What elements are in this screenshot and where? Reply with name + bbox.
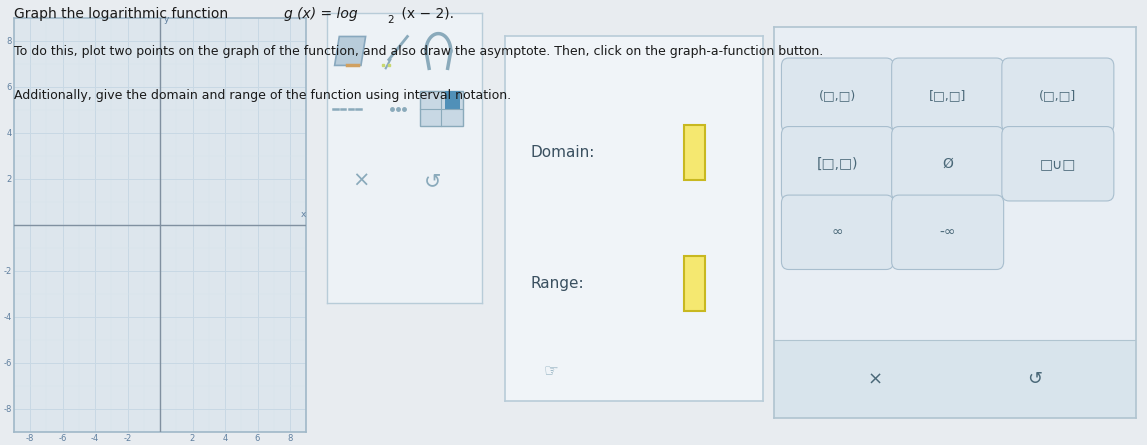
Text: □∪□: □∪□: [1039, 157, 1076, 171]
FancyBboxPatch shape: [420, 91, 463, 126]
Text: ↺: ↺: [423, 171, 440, 191]
Text: ↺: ↺: [1027, 370, 1041, 388]
FancyBboxPatch shape: [781, 195, 894, 270]
Text: g (x) = log: g (x) = log: [284, 7, 358, 20]
FancyBboxPatch shape: [891, 126, 1004, 201]
Polygon shape: [335, 36, 366, 65]
FancyBboxPatch shape: [684, 256, 704, 311]
Text: -∞: -∞: [939, 225, 955, 239]
Text: [□,□]: [□,□]: [929, 89, 966, 102]
Text: (□,□]: (□,□]: [1039, 89, 1077, 102]
Text: To do this, plot two points on the graph of the function, and also draw the asym: To do this, plot two points on the graph…: [14, 44, 824, 57]
Text: Graph the logarithmic function: Graph the logarithmic function: [14, 7, 232, 20]
Text: x: x: [301, 210, 306, 218]
Text: (□,□): (□,□): [819, 89, 856, 102]
Text: Additionally, give the domain and range of the function using interval notation.: Additionally, give the domain and range …: [14, 89, 510, 102]
FancyBboxPatch shape: [781, 58, 894, 133]
Text: [□,□): [□,□): [817, 157, 858, 171]
FancyBboxPatch shape: [781, 126, 894, 201]
FancyBboxPatch shape: [684, 125, 704, 180]
FancyBboxPatch shape: [1001, 126, 1114, 201]
Text: Ø: Ø: [942, 157, 953, 171]
Text: Range:: Range:: [530, 276, 584, 291]
Text: ☞: ☞: [544, 362, 559, 380]
FancyBboxPatch shape: [891, 195, 1004, 270]
Text: ∞: ∞: [832, 225, 843, 239]
Text: ×: ×: [352, 171, 369, 191]
Text: ×: ×: [868, 370, 883, 388]
Bar: [774, 340, 1136, 418]
Text: 2: 2: [388, 15, 395, 24]
FancyBboxPatch shape: [1001, 58, 1114, 133]
Text: y: y: [164, 16, 170, 24]
FancyBboxPatch shape: [891, 58, 1004, 133]
Text: (x − 2).: (x − 2).: [397, 7, 454, 20]
FancyBboxPatch shape: [445, 91, 460, 109]
Text: Domain:: Domain:: [530, 145, 595, 160]
